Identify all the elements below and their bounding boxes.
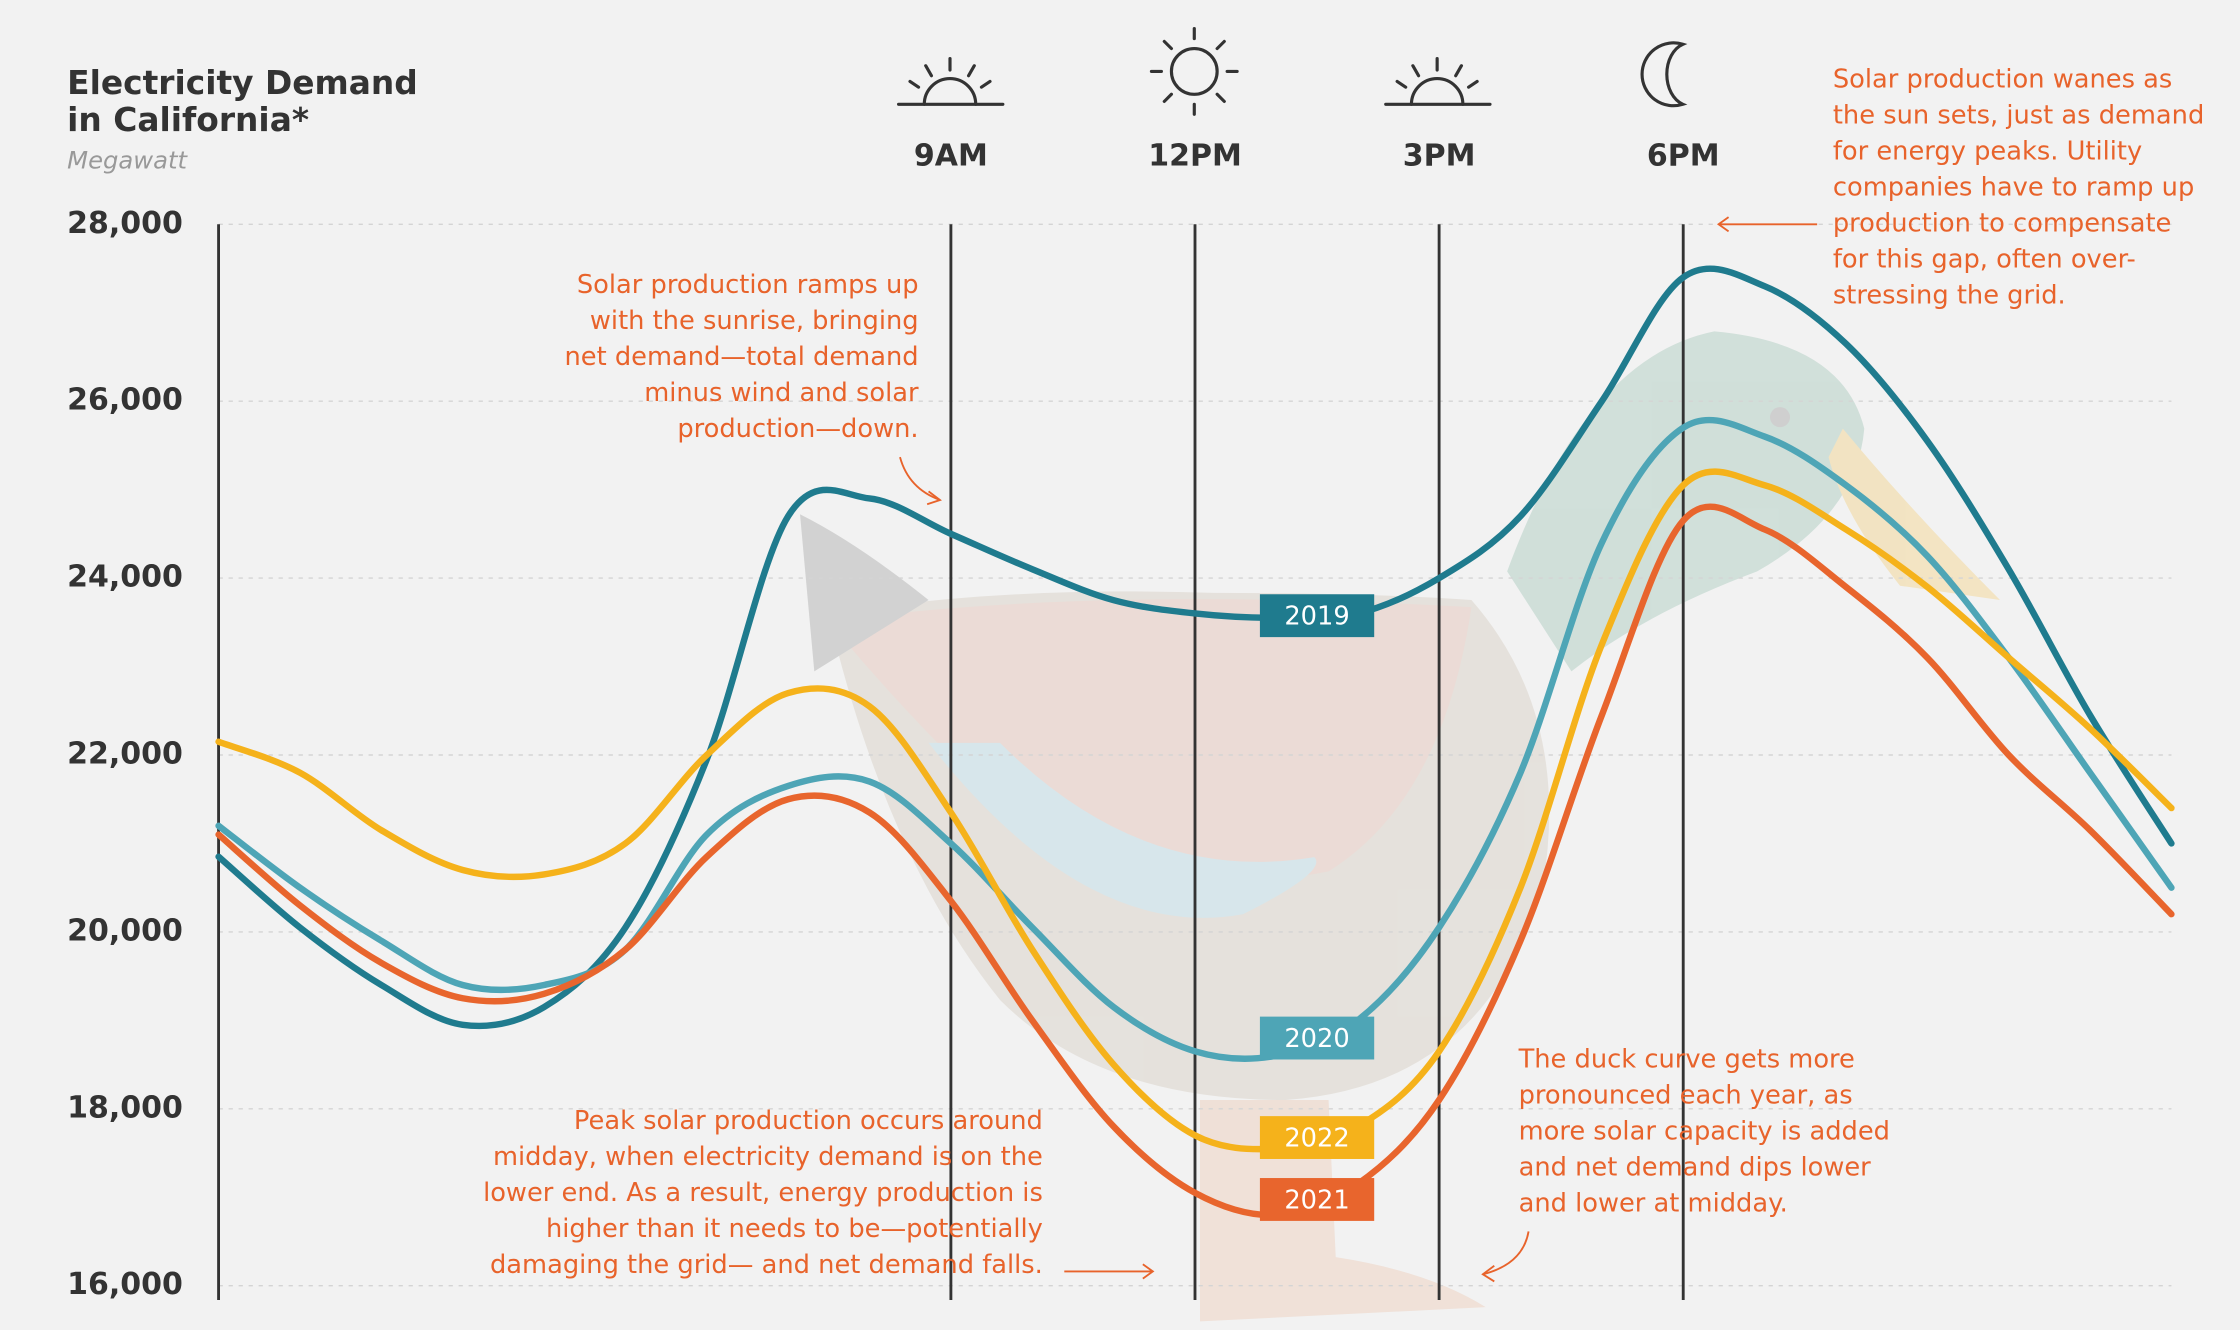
sun-icon [1149, 27, 1239, 116]
legend-label: 2021 [1284, 1185, 1349, 1215]
annotation: more solar capacity is added [1519, 1117, 1890, 1147]
legend-label: 2020 [1284, 1024, 1349, 1054]
y-tick-label: 16,000 [67, 1267, 183, 1302]
annotation: Solar production ramps up [577, 270, 919, 300]
y-tick-label: 22,000 [67, 737, 183, 772]
annotation: pronounced each year, as [1519, 1081, 1853, 1111]
series-line [215, 265, 2175, 1030]
y-tick-label: 18,000 [67, 1090, 183, 1125]
annotation: production—down. [677, 414, 918, 444]
sunrise-icon [897, 57, 1005, 106]
chart-subtitle: Megawatt [67, 145, 188, 174]
y-tick-label: 26,000 [67, 383, 183, 418]
annotation: higher than it needs to be—potentially [546, 1214, 1043, 1244]
annotation: The duck curve gets more [1518, 1045, 1855, 1075]
annotation: and net demand dips lower [1519, 1153, 1872, 1183]
x-tick-label: 3PM [1403, 139, 1476, 174]
annotation: midday, when electricity demand is on th… [493, 1142, 1043, 1172]
annotation: production to compensate [1833, 209, 2172, 239]
series-line [215, 416, 2175, 1062]
legend-box [1259, 1016, 1375, 1060]
moon-icon [1640, 41, 1688, 108]
annotation: for this gap, often over- [1833, 244, 2136, 274]
sunset-icon [1384, 57, 1492, 106]
annotation: for energy peaks. Utility [1833, 137, 2142, 167]
annotation-arrows [899, 216, 1818, 1283]
annotation: companies have to ramp up [1833, 173, 2194, 203]
legend-box [1259, 594, 1375, 638]
annotation: Solar production wanes as [1833, 65, 2172, 95]
series-line [215, 468, 2175, 1153]
x-tick-label: 6PM [1647, 139, 1720, 174]
legend-box [1259, 1178, 1375, 1221]
legend-box [1259, 1116, 1375, 1159]
series-line [215, 503, 2175, 1219]
legend-label: 2022 [1284, 1123, 1349, 1153]
x-tick-label: 9AM [914, 139, 988, 174]
annotation: with the sunrise, bringing [590, 306, 919, 336]
annotation: and lower at midday. [1519, 1189, 1788, 1219]
plot-area: 16,000 18,000 20,000 22,000 24,000 26,000 28,0… [67, 139, 2175, 1302]
x-tick-label: 12PM [1148, 139, 1242, 174]
y-tick-label: 24,000 [67, 560, 183, 595]
chart-title: in California* [67, 101, 309, 139]
y-tick-label: 20,000 [67, 913, 183, 948]
legend-label: 2019 [1284, 602, 1349, 632]
duck-illustration [800, 331, 2000, 1322]
annotation: lower end. As a result, energy productio… [483, 1178, 1043, 1208]
annotation: the sun sets, just as demand [1833, 101, 2204, 131]
annotation: damaging the grid— and net demand falls. [490, 1250, 1043, 1280]
annotation: stressing the grid. [1833, 281, 2066, 311]
y-tick-label: 28,000 [67, 206, 183, 241]
chart-title: Electricity Demand [67, 64, 418, 102]
annotation: Peak solar production occurs around [574, 1106, 1043, 1136]
annotation: minus wind and solar [644, 378, 919, 408]
annotation: net demand—total demand [565, 342, 919, 372]
